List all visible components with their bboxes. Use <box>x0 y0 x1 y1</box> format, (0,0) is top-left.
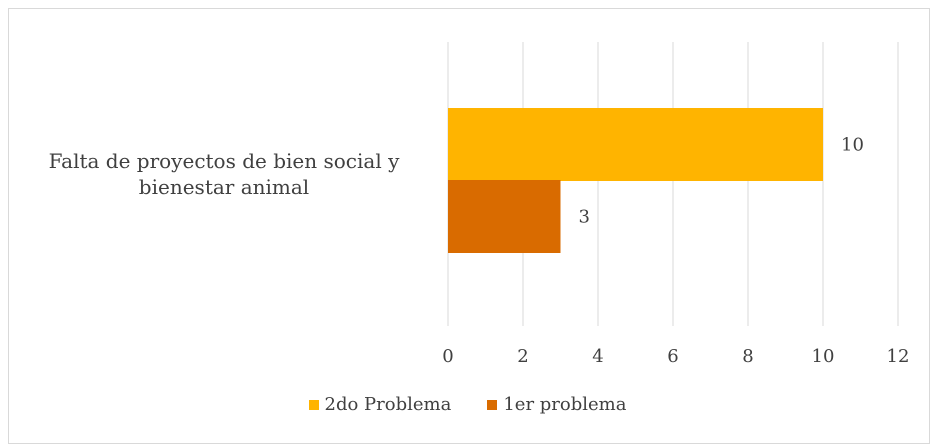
legend-item-series-1: 2do Problema <box>308 394 452 415</box>
legend-swatch-series-1 <box>308 399 319 410</box>
legend-label-series-2: 1er problema <box>503 394 627 415</box>
x-tick-label-0: 0 <box>442 346 453 367</box>
legend: 2do Problema 1er problema <box>0 394 935 415</box>
x-tick-label-10: 10 <box>812 346 835 367</box>
bar-series-1 <box>448 108 823 181</box>
legend-label-series-1: 2do Problema <box>324 394 452 415</box>
x-tick-label-4: 4 <box>592 346 603 367</box>
x-tick-label-2: 2 <box>517 346 528 367</box>
legend-item-series-2: 1er problema <box>487 394 626 415</box>
x-tick-label-6: 6 <box>667 346 678 367</box>
x-tick-label-12: 12 <box>887 346 910 367</box>
bar-series-2 <box>448 180 561 253</box>
x-tick-label-8: 8 <box>742 346 753 367</box>
category-label: Falta de proyectos de bien social y bien… <box>48 149 400 199</box>
data-label-series-1: 10 <box>841 135 864 156</box>
data-label-series-2: 3 <box>579 207 590 228</box>
legend-swatch-series-2 <box>487 399 498 410</box>
